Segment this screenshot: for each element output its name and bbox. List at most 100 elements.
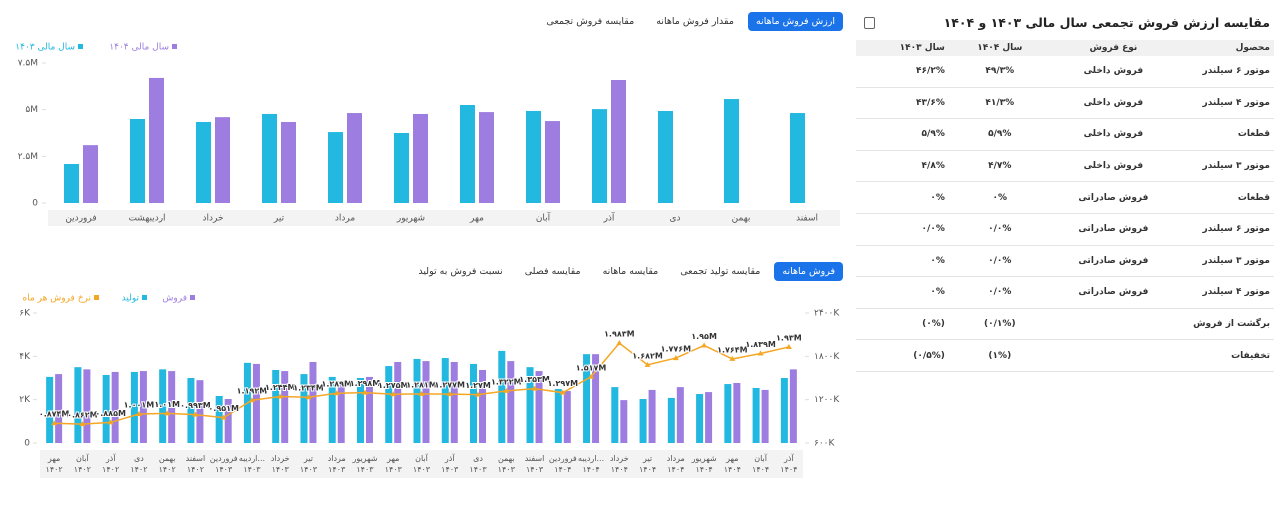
bar (592, 109, 607, 203)
data-label: ۱.۹۸۳M (604, 330, 635, 339)
table-cell: فروش صادراتی (1050, 245, 1176, 278)
tab[interactable]: مقدار فروش ماهانه (656, 16, 734, 27)
table-cell: ۴۱/۳% (948, 87, 1051, 120)
table-cell: موتور ۳ سیلندر (1175, 150, 1274, 183)
tab[interactable]: مقایسه فروش تجمعی (546, 16, 635, 27)
bar (215, 117, 230, 203)
table-cell: برگشت از فروش (1175, 308, 1274, 341)
y2-tick-label: ۱۸۰۰K (814, 352, 840, 362)
point (390, 391, 397, 397)
x-tick-label: آبان ۱۴۰۴ (752, 454, 770, 474)
tab[interactable]: مقایسه تولید تجمعی (680, 266, 761, 277)
bar (365, 376, 373, 443)
data-label: ۱.۲۹۷M (548, 379, 579, 388)
table-cell: فروش داخلی (1050, 87, 1176, 120)
x-tick-label: مهر (469, 214, 484, 224)
bar (470, 363, 478, 443)
column-header[interactable]: سال ۱۴۰۴ (948, 40, 1051, 56)
x-tick-label: بهمن ۱۴۰۳ (497, 454, 515, 474)
tab[interactable]: مقایسه فصلی (524, 266, 581, 277)
data-label: ۱.۲۸۱M (406, 380, 437, 389)
x-tick-label: اسفند ۱۴۰۲ (185, 454, 206, 474)
column-header: سال ۱۴۰۳ (856, 40, 949, 56)
bar (139, 371, 147, 443)
x-tick-label: آذر ۱۴۰۲ (102, 454, 120, 474)
legend-label: سال مالی ۱۴۰۴ (109, 43, 169, 53)
y-tick-label: ۴K (19, 352, 31, 362)
table-cell: موتور ۳ سیلندر (1175, 245, 1274, 278)
point (277, 393, 284, 399)
y2-tick-label: ۲۴۰۰K (814, 309, 840, 319)
x-tick-label: دی ۱۴۰۳ (469, 454, 487, 474)
x-tick-label: شهریور (396, 214, 425, 224)
x-tick-label: بهمن ۱۴۰۲ (158, 454, 176, 474)
bar (611, 79, 626, 203)
point (729, 355, 736, 361)
data-label: ۱.۲۳۴M (293, 384, 324, 393)
legend-swatch (172, 44, 177, 49)
table-cell: ۰% (856, 245, 949, 278)
legend-swatch (78, 44, 83, 49)
bar (196, 380, 204, 443)
data-label: ۱.۵۱۷M (576, 363, 607, 372)
tab[interactable]: مقایسه ماهانه (602, 266, 659, 277)
point (672, 355, 679, 361)
bar (347, 113, 362, 203)
bar (394, 361, 402, 443)
bar (272, 369, 280, 443)
bar (639, 399, 647, 443)
data-label: ۱.۲۷M (465, 381, 491, 390)
point (475, 391, 482, 397)
x-tick-label: فروردین (65, 214, 96, 224)
tab[interactable]: نسبت فروش به تولید (418, 266, 503, 277)
bar (667, 397, 675, 443)
bar (676, 387, 684, 443)
y2-tick-label: ۶۰۰K (814, 439, 836, 449)
table-cell: ۰% (856, 181, 949, 214)
table-cell: فروش داخلی (1050, 56, 1176, 88)
bar (111, 371, 119, 443)
x-tick-label: مهر ۱۴۰۴ (723, 454, 741, 474)
table-cell: ۰/۰% (856, 213, 949, 246)
x-tick-label: بهمن (732, 214, 751, 224)
bar (168, 371, 176, 443)
table-row: قطعات فروش داخلی ۵/۹% ۵/۹% (856, 118, 1274, 151)
table-cell: فروش صادراتی (1050, 276, 1176, 309)
table-cell: (۰%) (856, 308, 949, 341)
bar (498, 350, 506, 443)
table-cell: موتور ۶ سیلندر (1175, 56, 1274, 88)
bar (620, 400, 628, 443)
x-tick-label: تیر ۱۴۰۳ (299, 454, 318, 474)
table-cell: فروش داخلی (1050, 118, 1176, 151)
data-label: ۱.۰۰۱M (124, 401, 155, 410)
x-tick-label: مرداد ۱۴۰۴ (666, 454, 685, 474)
bar (130, 119, 145, 203)
bar (187, 378, 195, 443)
table-cell: ۴۹/۳% (948, 56, 1051, 88)
bar (545, 121, 560, 203)
data-label: ۱.۹۳M (776, 333, 802, 342)
bar (309, 361, 317, 443)
column-header: نوع فروش (1050, 40, 1176, 56)
bar (196, 121, 211, 203)
table-cell (1050, 339, 1176, 372)
y-tick-label: ۶K (19, 309, 31, 319)
tab[interactable]: فروش ماهانه (774, 262, 843, 281)
x-axis-band (40, 450, 803, 478)
x-tick-label: اسفند (796, 214, 818, 224)
point (785, 343, 792, 349)
table-row: موتور ۶ سیلندر فروش داخلی ۴۹/۳% ۴۶/۲% (856, 56, 1274, 88)
export-icon[interactable] (864, 17, 875, 29)
bar (441, 358, 449, 443)
x-tick-label: فروردین ۱۴۰۴ (548, 454, 577, 474)
bar (83, 369, 91, 443)
table-title: مقایسه ارزش فروش تجمعی سال مالی ۱۴۰۳ و ۱… (943, 15, 1270, 30)
bar (648, 389, 656, 443)
data-label: ۱.۹۵M (691, 332, 717, 341)
table-row: قطعات فروش صادراتی ۰% ۰% (856, 181, 1274, 214)
bar (592, 354, 600, 443)
tab[interactable]: ارزش فروش ماهانه (747, 12, 843, 31)
data-label: ۱.۲۴۴M (265, 383, 296, 392)
bar (724, 384, 732, 443)
data-label: ۱.۲۹۸M (350, 379, 381, 388)
